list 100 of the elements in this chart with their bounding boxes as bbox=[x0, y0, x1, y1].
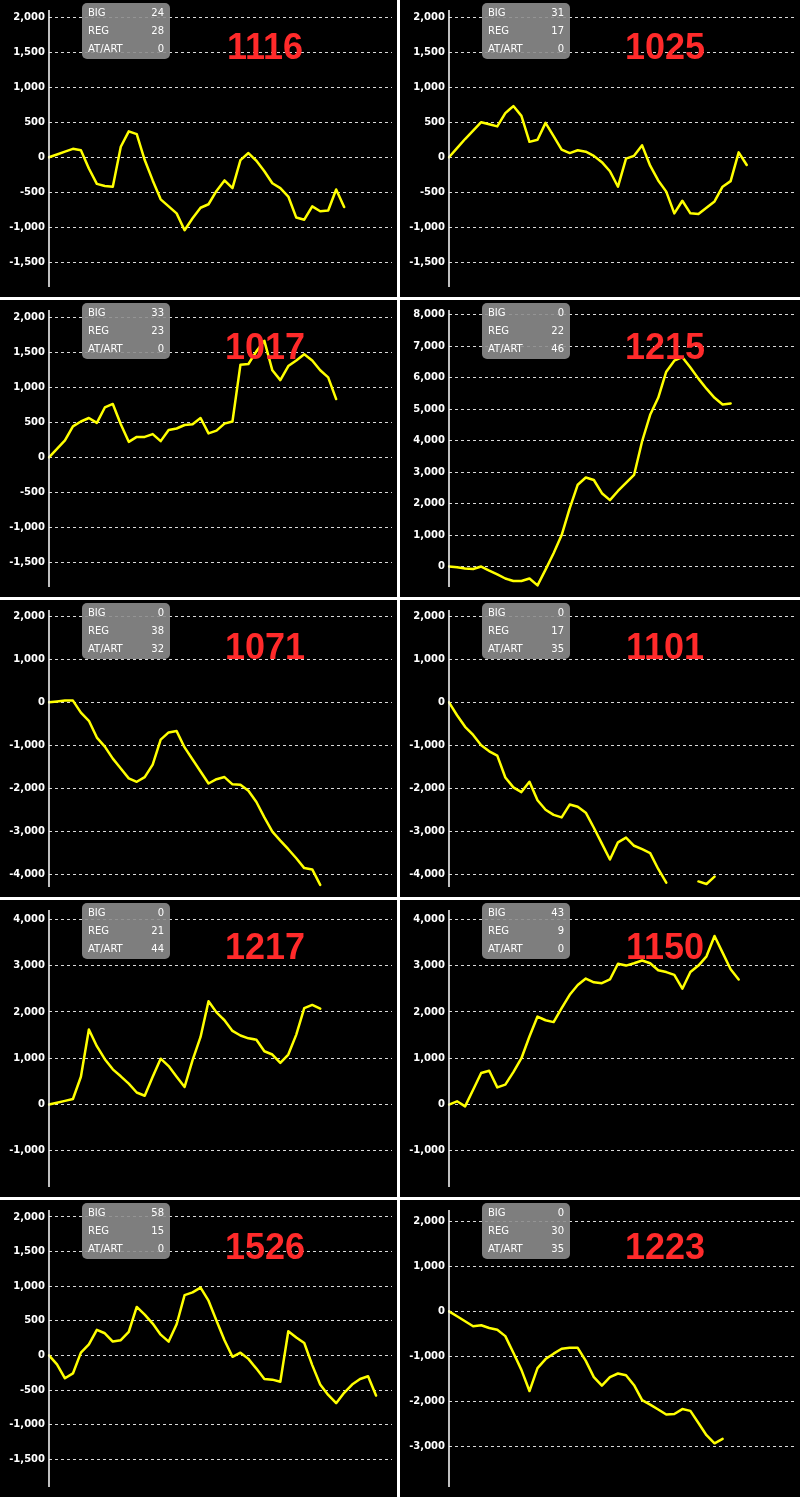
annotation: 22 bbox=[551, 324, 564, 338]
y-tick-label: -500 bbox=[19, 185, 46, 197]
y-tick-label: 1,000 bbox=[413, 1259, 446, 1271]
y-tick-label: -500 bbox=[19, 485, 46, 497]
annotation: BIG bbox=[488, 1206, 506, 1220]
y-tick-label: -1,000 bbox=[9, 1144, 46, 1156]
y-tick-label: 2,000 bbox=[413, 1005, 446, 1017]
y-tick-label: -1,000 bbox=[9, 1418, 46, 1430]
y-tick-label: -1,000 bbox=[409, 220, 446, 232]
y-tick-label: 2,000 bbox=[13, 1005, 46, 1017]
annotation: BIG bbox=[488, 6, 506, 20]
annotation: 0 bbox=[557, 942, 564, 956]
annotation: 17 bbox=[551, 24, 564, 38]
y-tick-label: 0 bbox=[438, 695, 446, 707]
annotation: 0 bbox=[557, 306, 564, 320]
text: 1526 bbox=[223, 1226, 307, 1267]
annotation: AT/ART bbox=[488, 42, 523, 56]
annotation: BIG bbox=[488, 306, 506, 320]
chart-title: 1025 bbox=[623, 26, 707, 67]
annotation: REG bbox=[488, 24, 510, 38]
y-tick-label: 0 bbox=[438, 1304, 446, 1316]
annotation: 21 bbox=[151, 924, 164, 938]
annotation: AT/ART bbox=[488, 642, 523, 656]
annotation: 0 bbox=[157, 1242, 164, 1256]
text: 1101 bbox=[624, 626, 706, 667]
annotation: AT/ART bbox=[488, 1242, 523, 1256]
annotation: 23 bbox=[151, 324, 164, 338]
annotation: REG bbox=[88, 924, 110, 938]
y-tick-label: 2,000 bbox=[13, 1210, 46, 1222]
y-tick-label: 6,000 bbox=[413, 371, 446, 383]
y-tick-label: 1,000 bbox=[13, 80, 46, 92]
annotation: REG bbox=[488, 624, 510, 638]
annotation: 17 bbox=[551, 624, 564, 638]
annotation: BIG bbox=[88, 6, 106, 20]
y-tick-label: 0 bbox=[38, 150, 46, 162]
text: 1217 bbox=[223, 926, 307, 967]
y-tick-label: -500 bbox=[19, 1383, 46, 1395]
y-tick-label: -4,000 bbox=[9, 867, 46, 879]
y-tick-label: -1,500 bbox=[9, 1452, 46, 1464]
y-tick-label: -3,000 bbox=[9, 824, 46, 836]
y-tick-label: 4,000 bbox=[413, 912, 446, 924]
y-tick-label: 500 bbox=[24, 115, 46, 127]
annotation: 24 bbox=[151, 6, 164, 20]
y-tick-label: 1,500 bbox=[13, 1245, 46, 1257]
annotation: 28 bbox=[151, 24, 164, 38]
text: 1150 bbox=[624, 926, 706, 967]
y-tick-label: -1,000 bbox=[9, 520, 46, 532]
annotation: AT/ART bbox=[88, 1242, 123, 1256]
annotation: AT/ART bbox=[88, 642, 123, 656]
y-tick-label: -1,500 bbox=[9, 556, 46, 568]
annotation: REG bbox=[88, 24, 110, 38]
annotation: 43 bbox=[551, 906, 564, 920]
y-tick-label: 0 bbox=[438, 560, 446, 572]
annotation: BIG bbox=[488, 606, 506, 620]
y-tick-label: 0 bbox=[438, 1098, 446, 1110]
y-tick-label: -3,000 bbox=[409, 1440, 446, 1452]
y-tick-label: -2,000 bbox=[9, 781, 46, 793]
annotation: 0 bbox=[157, 42, 164, 56]
annotation: 0 bbox=[157, 906, 164, 920]
text: 1215 bbox=[623, 326, 707, 367]
annotation: AT/ART bbox=[88, 342, 123, 356]
y-tick-label: -1,000 bbox=[9, 738, 46, 750]
annotation: 0 bbox=[557, 1206, 564, 1220]
annotation: REG bbox=[88, 324, 110, 338]
y-tick-label: 8,000 bbox=[413, 308, 446, 320]
annotation: 35 bbox=[551, 642, 564, 656]
y-tick-label: 500 bbox=[424, 115, 446, 127]
y-tick-label: 0 bbox=[38, 1349, 46, 1361]
y-tick-label: 1,000 bbox=[13, 380, 46, 392]
y-tick-label: 1,500 bbox=[13, 345, 46, 357]
y-tick-label: 1,000 bbox=[413, 528, 446, 540]
annotation: 33 bbox=[151, 306, 164, 320]
text: 1071 bbox=[223, 626, 307, 667]
y-tick-label: 3,000 bbox=[13, 959, 46, 971]
y-tick-label: 2,000 bbox=[13, 310, 46, 322]
y-tick-label: 1,500 bbox=[13, 45, 46, 57]
y-tick-label: 0 bbox=[38, 695, 46, 707]
text: 1223 bbox=[623, 1226, 707, 1267]
y-tick-label: 0 bbox=[38, 450, 46, 462]
y-tick-label: 1,000 bbox=[13, 652, 46, 664]
y-tick-label: 0 bbox=[38, 1098, 46, 1110]
y-tick-label: 2,000 bbox=[413, 497, 446, 509]
annotation: 15 bbox=[151, 1224, 164, 1238]
annotation: 35 bbox=[551, 1242, 564, 1256]
y-tick-label: 2,000 bbox=[413, 610, 446, 622]
annotation: 30 bbox=[551, 1224, 564, 1238]
annotation: REG bbox=[488, 1224, 510, 1238]
y-tick-label: -1,000 bbox=[409, 738, 446, 750]
annotation: BIG bbox=[488, 906, 506, 920]
annotation: AT/ART bbox=[488, 942, 523, 956]
annotation: 9 bbox=[557, 924, 564, 938]
annotation: AT/ART bbox=[88, 942, 123, 956]
y-tick-label: -1,000 bbox=[409, 1144, 446, 1156]
annotation: 46 bbox=[551, 342, 564, 356]
annotation: AT/ART bbox=[88, 42, 123, 56]
y-tick-label: 0 bbox=[438, 150, 446, 162]
annotation: 38 bbox=[151, 624, 164, 638]
y-tick-label: 3,000 bbox=[413, 959, 446, 971]
y-tick-label: -1,500 bbox=[9, 256, 46, 268]
annotation: 58 bbox=[151, 1206, 164, 1220]
